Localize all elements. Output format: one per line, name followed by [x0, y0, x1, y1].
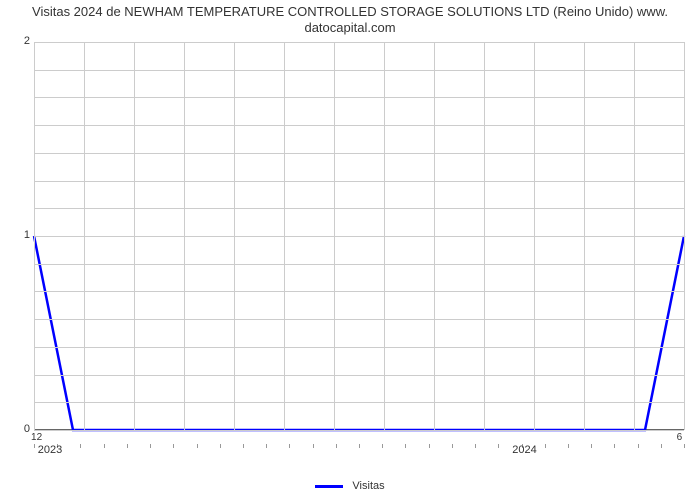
gridline-horizontal	[34, 264, 684, 265]
x-minor-tick	[34, 444, 35, 448]
x-minor-tick	[243, 444, 244, 448]
x-minor-tick	[638, 444, 639, 448]
x-minor-tick	[80, 444, 81, 448]
gridline-horizontal	[34, 125, 684, 126]
chart-title-line1: Visitas 2024 de NEWHAM TEMPERATURE CONTR…	[32, 4, 668, 19]
gridline-horizontal	[34, 181, 684, 182]
gridline-horizontal	[34, 42, 684, 43]
x-minor-tick	[289, 444, 290, 448]
chart-title: Visitas 2024 de NEWHAM TEMPERATURE CONTR…	[0, 4, 700, 37]
legend-swatch	[315, 485, 343, 488]
gridline-vertical	[284, 42, 285, 430]
x-minor-tick	[661, 444, 662, 448]
gridline-vertical	[184, 42, 185, 430]
x-secondary-label: 6	[677, 432, 683, 443]
x-minor-tick	[614, 444, 615, 448]
x-year-label: 2023	[38, 444, 62, 456]
chart-container: Visitas 2024 de NEWHAM TEMPERATURE CONTR…	[0, 0, 700, 500]
x-minor-tick	[429, 444, 430, 448]
gridline-horizontal	[34, 375, 684, 376]
x-minor-tick	[382, 444, 383, 448]
gridline-vertical	[634, 42, 635, 430]
legend: Visitas	[0, 480, 700, 492]
gridline-vertical	[384, 42, 385, 430]
x-minor-tick	[127, 444, 128, 448]
gridline-vertical	[34, 42, 35, 430]
x-minor-tick	[220, 444, 221, 448]
gridline-vertical	[434, 42, 435, 430]
gridline-horizontal	[34, 402, 684, 403]
x-minor-tick	[452, 444, 453, 448]
chart-title-line2: datocapital.com	[304, 20, 395, 35]
gridline-horizontal	[34, 291, 684, 292]
gridline-horizontal	[34, 97, 684, 98]
gridline-horizontal	[34, 236, 684, 237]
x-minor-tick	[498, 444, 499, 448]
x-minor-tick	[197, 444, 198, 448]
x-minor-tick	[150, 444, 151, 448]
x-minor-tick	[545, 444, 546, 448]
gridline-vertical	[484, 42, 485, 430]
gridline-horizontal	[34, 208, 684, 209]
x-minor-tick	[475, 444, 476, 448]
y-tick-label: 1	[8, 229, 30, 241]
x-minor-tick	[591, 444, 592, 448]
x-minor-tick	[313, 444, 314, 448]
gridline-horizontal	[34, 347, 684, 348]
gridline-horizontal	[34, 70, 684, 71]
gridline-horizontal	[34, 430, 684, 431]
gridline-vertical	[534, 42, 535, 430]
gridline-vertical	[584, 42, 585, 430]
x-minor-tick	[336, 444, 337, 448]
gridline-vertical	[134, 42, 135, 430]
x-minor-tick	[405, 444, 406, 448]
x-minor-tick	[684, 444, 685, 448]
gridline-vertical	[684, 42, 685, 430]
y-tick-label: 0	[8, 423, 30, 435]
legend-label: Visitas	[352, 480, 384, 492]
x-minor-tick	[359, 444, 360, 448]
x-minor-tick	[568, 444, 569, 448]
gridline-vertical	[334, 42, 335, 430]
y-tick-label: 2	[8, 35, 30, 47]
gridline-vertical	[84, 42, 85, 430]
x-minor-tick	[173, 444, 174, 448]
x-minor-tick	[266, 444, 267, 448]
gridline-vertical	[234, 42, 235, 430]
x-minor-tick	[104, 444, 105, 448]
x-secondary-label: 12	[31, 432, 42, 443]
x-year-label: 2024	[512, 444, 536, 456]
gridline-horizontal	[34, 153, 684, 154]
gridline-horizontal	[34, 319, 684, 320]
plot-area	[34, 42, 684, 430]
